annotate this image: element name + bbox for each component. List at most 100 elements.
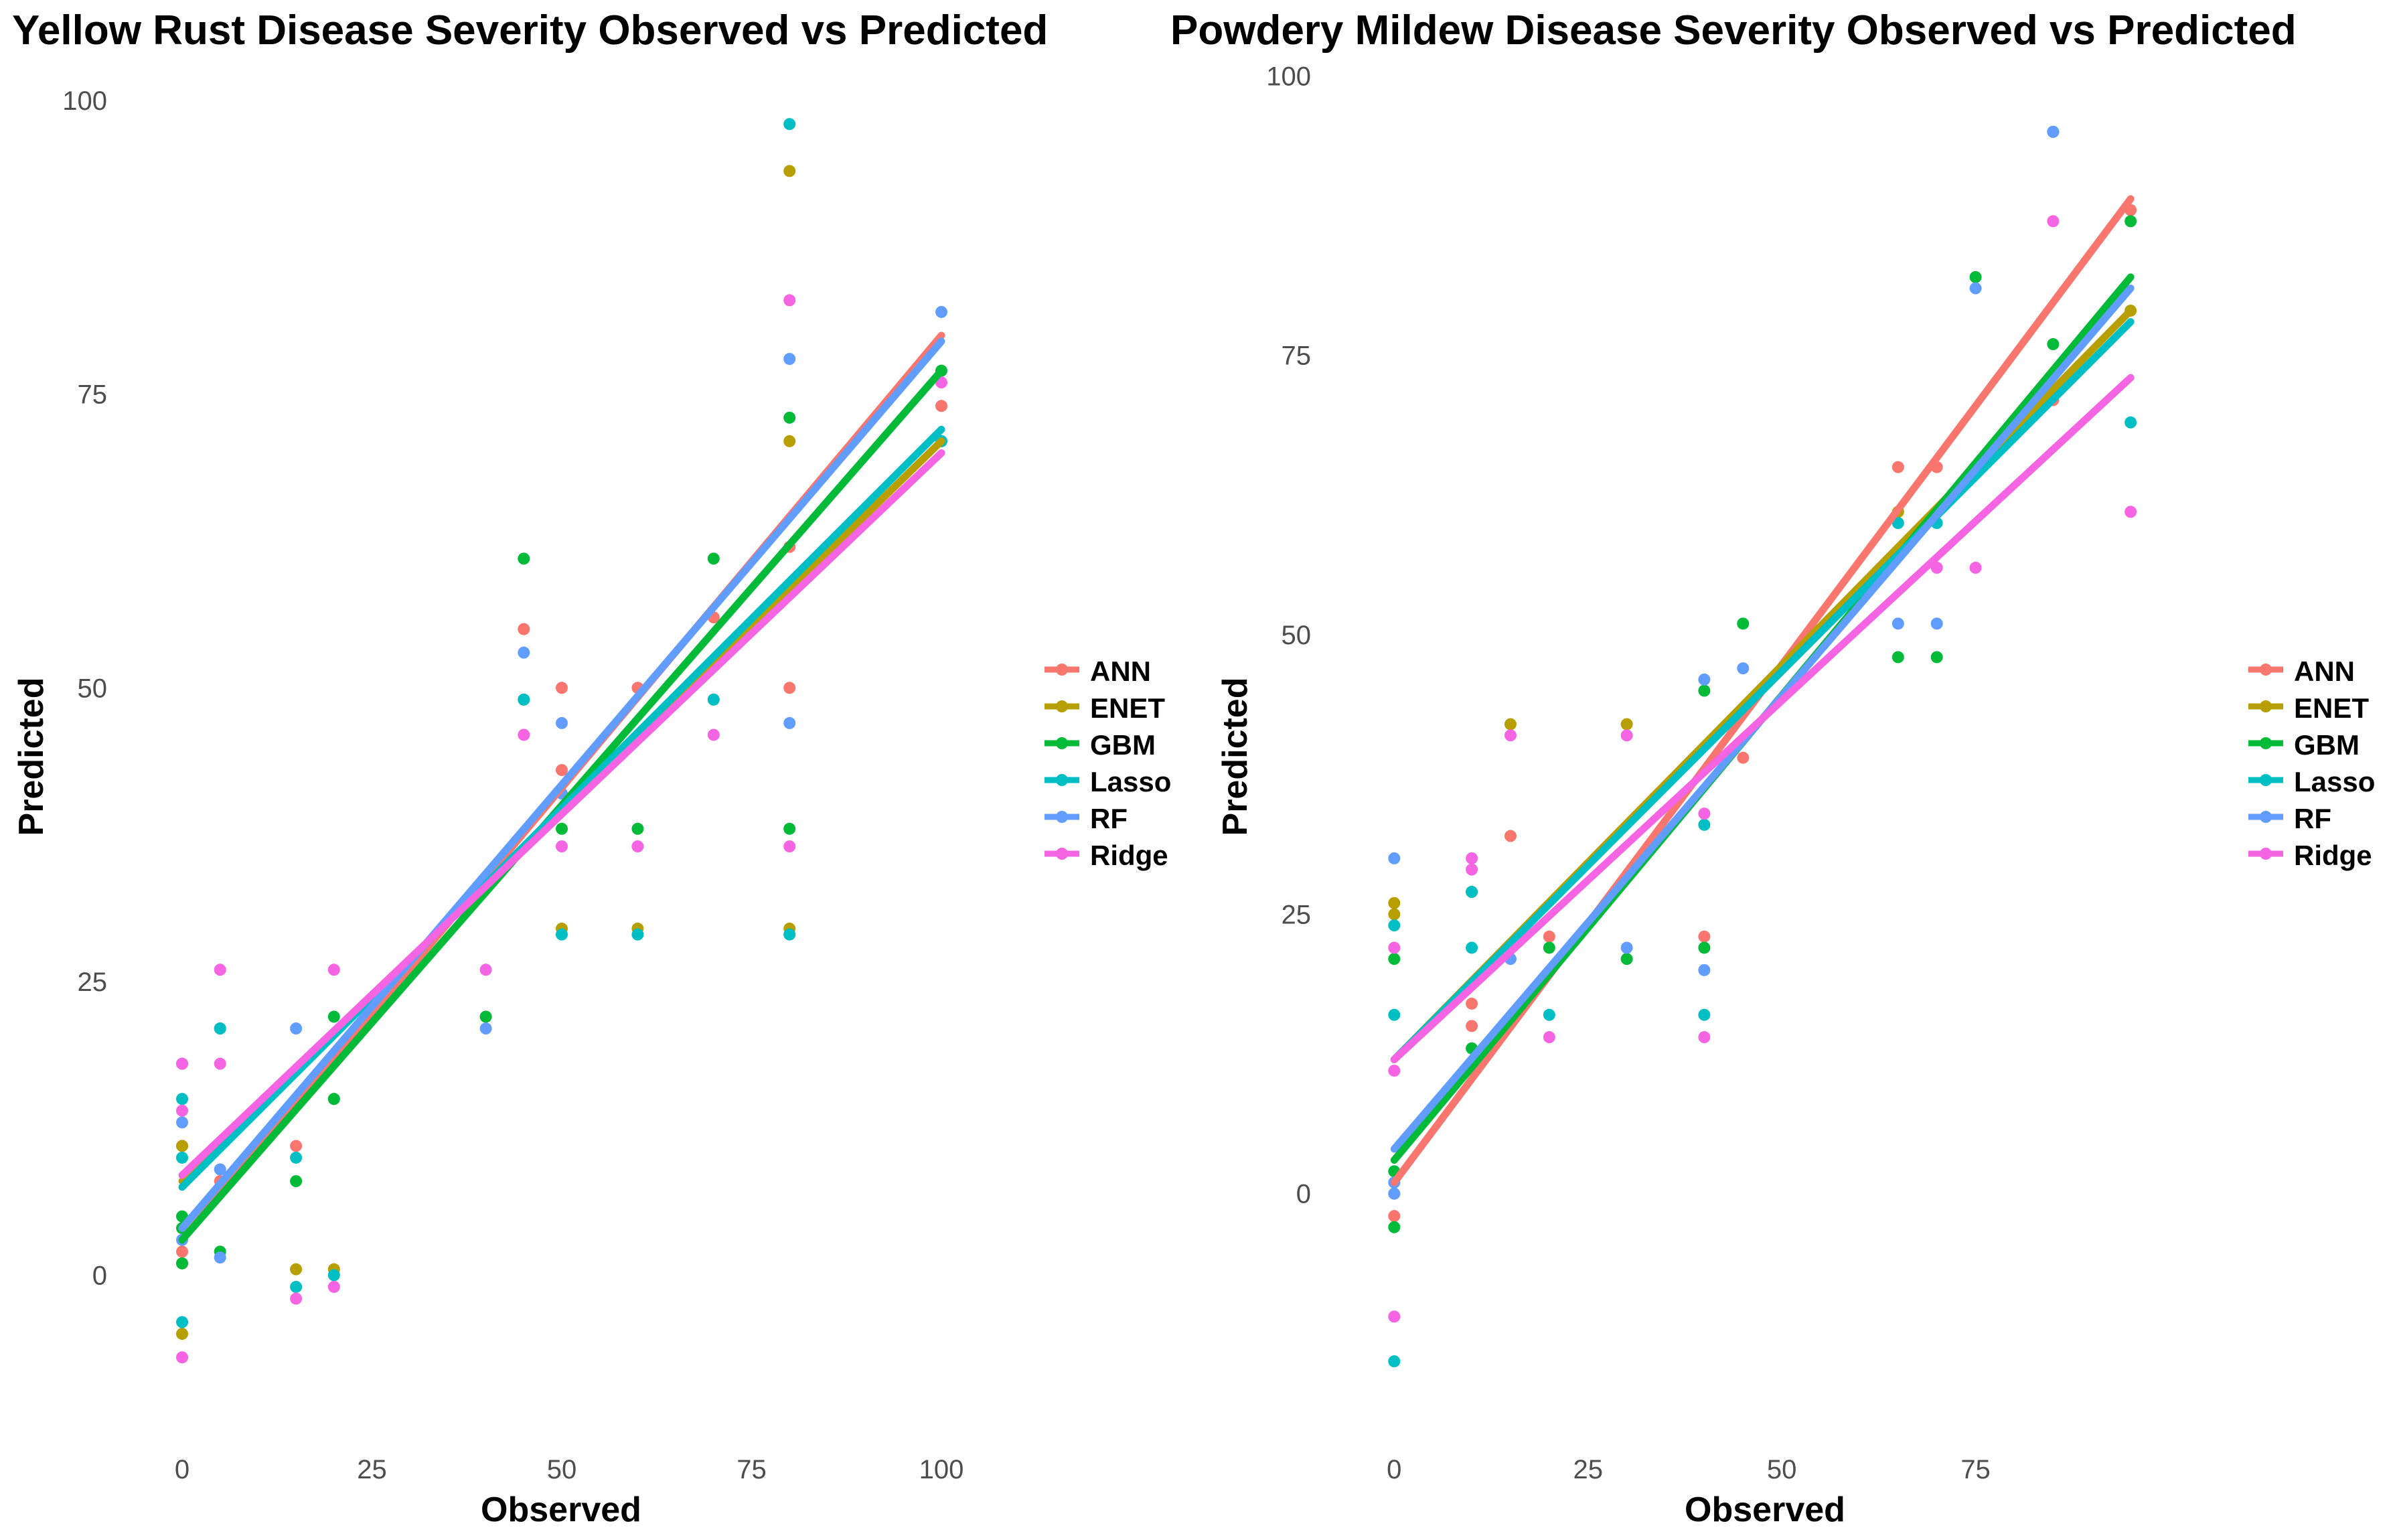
legend-key-dot-ridge bbox=[1056, 848, 1068, 860]
legend-key-dot-ridge bbox=[2260, 848, 2272, 860]
legend-key-dot-ann bbox=[2260, 664, 2272, 676]
point-lasso bbox=[1698, 818, 1711, 831]
legend-label: GBM bbox=[2294, 729, 2360, 761]
point-ann bbox=[783, 682, 796, 694]
point-ridge bbox=[2125, 506, 2137, 518]
point-ann bbox=[1504, 830, 1517, 842]
legend-label: Ridge bbox=[2294, 840, 2372, 871]
point-lasso bbox=[176, 1093, 189, 1105]
point-gbm bbox=[1388, 1221, 1401, 1233]
point-ann bbox=[556, 764, 568, 777]
legend-key-dot-rf bbox=[1056, 811, 1068, 823]
point-gbm bbox=[1892, 651, 1904, 664]
point-gbm bbox=[707, 552, 720, 565]
x-tick-labels: 0 25 50 75 bbox=[1387, 1455, 1991, 1484]
scatter-points bbox=[1388, 125, 2137, 1368]
legend-label: Ridge bbox=[1090, 840, 1168, 871]
fit-lines bbox=[178, 331, 945, 1244]
point-rf bbox=[1388, 852, 1401, 864]
point-rf bbox=[479, 1022, 492, 1035]
point-lasso bbox=[290, 1280, 303, 1293]
legend-label: Lasso bbox=[2294, 766, 2375, 797]
point-lasso bbox=[707, 693, 720, 706]
point-enet bbox=[290, 1263, 303, 1276]
y-tick-label: 75 bbox=[1282, 341, 1312, 371]
y-tick-label: 50 bbox=[1282, 621, 1312, 650]
point-rf bbox=[1892, 617, 1904, 630]
point-ridge bbox=[1698, 807, 1711, 820]
point-ridge bbox=[1388, 1065, 1401, 1077]
x-tick-label: 25 bbox=[1573, 1455, 1603, 1484]
point-ridge bbox=[1466, 852, 1478, 864]
point-lasso bbox=[176, 1316, 189, 1328]
legend-label: ENET bbox=[1090, 692, 1165, 724]
legend-key-dot-ann bbox=[1056, 664, 1068, 676]
point-gbm bbox=[1543, 941, 1555, 954]
point-ann bbox=[1698, 930, 1711, 943]
legend-key-dot-gbm bbox=[1056, 737, 1068, 749]
x-tick-label: 100 bbox=[919, 1455, 964, 1484]
point-ridge bbox=[631, 840, 644, 853]
point-gbm bbox=[290, 1175, 303, 1188]
point-gbm bbox=[1388, 953, 1401, 966]
point-gbm bbox=[556, 822, 568, 835]
point-rf bbox=[214, 1163, 226, 1176]
point-lasso bbox=[783, 928, 796, 941]
x-tick-labels: 0 25 50 75 100 bbox=[175, 1455, 963, 1484]
point-ann bbox=[176, 1245, 189, 1258]
point-ridge bbox=[1466, 863, 1478, 876]
y-tick-labels: 0 25 50 75 100 bbox=[1266, 62, 1311, 1209]
point-ann bbox=[1466, 1020, 1478, 1032]
point-gbm bbox=[631, 822, 644, 835]
point-lasso bbox=[631, 928, 644, 941]
point-ann bbox=[518, 623, 530, 635]
legend-key-dot-lasso bbox=[2260, 774, 2272, 786]
point-ridge bbox=[1388, 941, 1401, 954]
x-tick-label: 75 bbox=[737, 1455, 767, 1484]
point-rf bbox=[214, 1251, 226, 1264]
point-enet bbox=[1388, 908, 1401, 921]
point-ridge bbox=[1698, 1031, 1711, 1044]
point-rf bbox=[176, 1116, 189, 1129]
point-ann bbox=[1892, 461, 1904, 473]
point-ann bbox=[1543, 930, 1555, 943]
point-ridge bbox=[707, 728, 720, 741]
y-tick-label: 75 bbox=[78, 380, 108, 410]
y-tick-label: 0 bbox=[1296, 1180, 1311, 1209]
powdery-mildew-chart: Powdery Mildew Disease Severity Observed… bbox=[1170, 7, 2375, 1529]
fit-lines bbox=[1390, 195, 2135, 1186]
point-ann bbox=[935, 400, 947, 412]
point-lasso bbox=[1543, 1008, 1555, 1021]
point-rf bbox=[556, 716, 568, 729]
point-gbm bbox=[1698, 684, 1711, 697]
point-enet bbox=[176, 1328, 189, 1340]
x-tick-label: 0 bbox=[175, 1455, 189, 1484]
point-ann bbox=[1388, 1210, 1401, 1223]
point-ridge bbox=[783, 840, 796, 853]
point-gbm bbox=[2125, 215, 2137, 228]
point-rf bbox=[783, 353, 796, 366]
point-lasso bbox=[176, 1151, 189, 1164]
point-lasso bbox=[556, 928, 568, 941]
x-axis-title: Observed bbox=[1685, 1490, 1845, 1529]
x-tick-label: 25 bbox=[357, 1455, 387, 1484]
legend: ANN ENET GBM Lasso RF Ridge bbox=[2248, 656, 2375, 871]
x-axis-title: Observed bbox=[481, 1490, 641, 1529]
point-ridge bbox=[327, 964, 340, 976]
x-tick-label: 50 bbox=[547, 1455, 577, 1484]
yellow-rust-chart: Yellow Rust Disease Severity Observed vs… bbox=[12, 7, 1171, 1529]
point-rf bbox=[1388, 1187, 1401, 1200]
point-rf bbox=[2047, 125, 2060, 138]
point-rf bbox=[1698, 673, 1711, 686]
point-enet bbox=[1620, 718, 1633, 730]
legend-label: RF bbox=[2294, 803, 2331, 834]
legend-key-dot-enet bbox=[2260, 700, 2272, 712]
legend-label: RF bbox=[1090, 803, 1128, 834]
x-tick-label: 0 bbox=[1387, 1455, 1401, 1484]
point-gbm bbox=[176, 1257, 189, 1269]
fit-line-ridge bbox=[1390, 374, 2135, 1063]
point-lasso bbox=[327, 1269, 340, 1282]
legend-label: GBM bbox=[1090, 729, 1156, 761]
point-ridge bbox=[556, 840, 568, 853]
